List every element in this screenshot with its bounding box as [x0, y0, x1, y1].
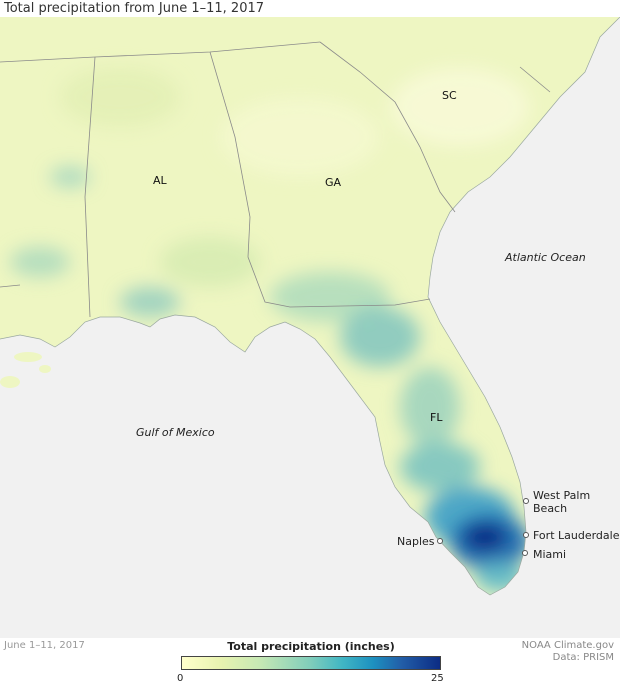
miami-marker [522, 550, 528, 556]
west-palm-beach-line1: West Palm [533, 489, 591, 502]
state-label-ga: GA [325, 176, 342, 189]
legend-max-label: 25 [431, 673, 444, 684]
state-label-al: AL [153, 174, 167, 187]
coastal-islands [0, 352, 51, 388]
fort-lauderdale-marker [523, 532, 529, 538]
legend-min-label: 0 [177, 673, 184, 684]
map-footer: June 1–11, 2017 Total precipitation (inc… [0, 638, 620, 687]
west-palm-beach-line2: Beach [533, 502, 568, 515]
legend-color-bar [181, 656, 441, 670]
coastline [0, 17, 620, 596]
credit-source: NOAA Climate.gov [521, 640, 614, 651]
state-label-fl: FL [430, 411, 443, 424]
legend-title: Total precipitation (inches) [227, 640, 395, 653]
precipitation-field [10, 67, 530, 592]
state-label-sc: SC [442, 89, 457, 102]
map-title: Total precipitation from June 1–11, 2017 [4, 1, 265, 16]
precipitation-map: AL GA SC FL Gulf of Mexico Atlantic Ocea… [0, 17, 620, 638]
naples-marker [437, 538, 443, 544]
naples-label: Naples [397, 535, 435, 548]
credit: NOAA Climate.gov Data: PRISM [522, 640, 614, 664]
city-markers [437, 498, 529, 556]
gulf-of-mexico-label: Gulf of Mexico [136, 426, 215, 439]
atlantic-ocean-label: Atlantic Ocean [505, 251, 586, 264]
map-svg [0, 17, 620, 638]
credit-data: Data: PRISM [552, 652, 614, 663]
state-borders [0, 41, 551, 318]
fort-lauderdale-label: Fort Lauderdale [533, 529, 620, 542]
miami-label: Miami [533, 548, 567, 561]
west-palm-beach-label: West Palm Beach [533, 489, 590, 515]
date-note: June 1–11, 2017 [4, 640, 85, 651]
west-palm-beach-marker [523, 498, 529, 504]
